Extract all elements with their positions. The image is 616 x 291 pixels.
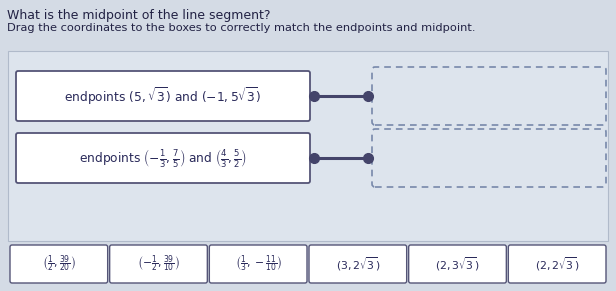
Text: $\left(\frac{1}{3}, -\frac{11}{10}\right)$: $\left(\frac{1}{3}, -\frac{11}{10}\right… xyxy=(235,253,282,275)
FancyBboxPatch shape xyxy=(16,133,310,183)
Text: $\left(-\frac{1}{2}, \frac{39}{10}\right)$: $\left(-\frac{1}{2}, \frac{39}{10}\right… xyxy=(137,253,180,275)
Text: endpoints $\left(-\frac{1}{3}, \frac{7}{5}\right)$ and $\left(\frac{4}{3}, \frac: endpoints $\left(-\frac{1}{3}, \frac{7}{… xyxy=(79,147,247,169)
Text: $(2, 3\sqrt{3})$: $(2, 3\sqrt{3})$ xyxy=(436,255,480,273)
FancyBboxPatch shape xyxy=(110,245,208,283)
FancyBboxPatch shape xyxy=(309,245,407,283)
FancyBboxPatch shape xyxy=(372,67,606,125)
Text: $(3, 2\sqrt{3})$: $(3, 2\sqrt{3})$ xyxy=(336,255,380,273)
Text: Drag the coordinates to the boxes to correctly match the endpoints and midpoint.: Drag the coordinates to the boxes to cor… xyxy=(7,23,476,33)
FancyBboxPatch shape xyxy=(508,245,606,283)
FancyBboxPatch shape xyxy=(372,129,606,187)
FancyBboxPatch shape xyxy=(209,245,307,283)
FancyBboxPatch shape xyxy=(10,245,108,283)
Text: What is the midpoint of the line segment?: What is the midpoint of the line segment… xyxy=(7,9,270,22)
Text: endpoints $(5, \sqrt{3})$ and $(-1, 5\sqrt{3})$: endpoints $(5, \sqrt{3})$ and $(-1, 5\sq… xyxy=(64,85,262,107)
FancyBboxPatch shape xyxy=(408,245,506,283)
Bar xyxy=(8,51,608,241)
Text: $(2, 2\sqrt{3})$: $(2, 2\sqrt{3})$ xyxy=(535,255,580,273)
Text: $\left(\frac{1}{2}, \frac{39}{20}\right)$: $\left(\frac{1}{2}, \frac{39}{20}\right)… xyxy=(42,253,76,275)
FancyBboxPatch shape xyxy=(16,71,310,121)
